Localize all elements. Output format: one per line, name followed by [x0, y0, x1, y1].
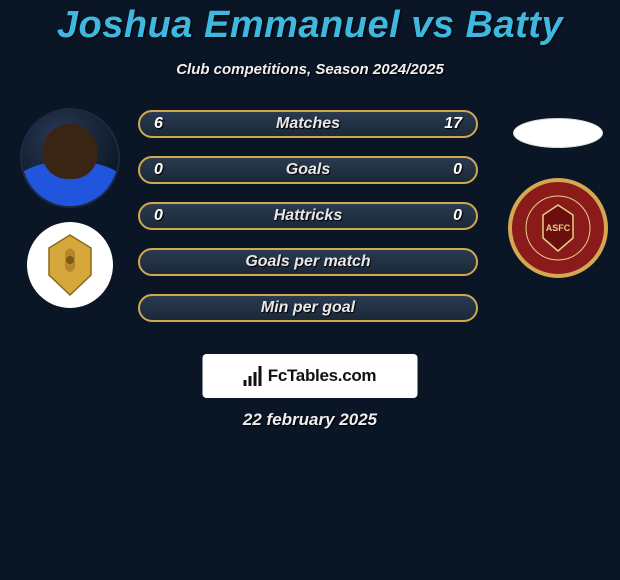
stat-right-value: 17 — [444, 115, 462, 133]
page-title: Joshua Emmanuel vs Batty — [0, 0, 620, 47]
stat-left-value: 0 — [154, 161, 163, 179]
stat-left-value: 0 — [154, 207, 163, 225]
stat-row-goals-per-match: Goals per match — [138, 248, 478, 276]
stat-label: Goals — [286, 161, 330, 179]
stat-row-goals: 0 Goals 0 — [138, 156, 478, 184]
bars-icon — [244, 366, 262, 386]
accrington-crest-icon: ASFC — [523, 193, 593, 263]
page-subtitle: Club competitions, Season 2024/2025 — [0, 61, 620, 78]
stat-row-matches: 6 Matches 17 — [138, 110, 478, 138]
stat-label: Goals per match — [245, 253, 370, 271]
source-badge: FcTables.com — [203, 354, 418, 398]
stat-label: Min per goal — [261, 299, 355, 317]
stat-row-hattricks: 0 Hattricks 0 — [138, 202, 478, 230]
svg-text:ASFC: ASFC — [546, 223, 571, 233]
right-player-avatar — [513, 118, 603, 148]
stat-label: Matches — [276, 115, 340, 133]
stat-label: Hattricks — [274, 207, 342, 225]
stat-right-value: 0 — [453, 207, 462, 225]
viking-crest-icon — [35, 230, 105, 300]
date-text: 22 february 2025 — [243, 410, 377, 430]
stat-right-value: 0 — [453, 161, 462, 179]
left-player-avatar — [20, 108, 120, 208]
right-club-crest: ASFC — [508, 178, 608, 278]
left-club-crest — [27, 222, 113, 308]
brand-text: FcTables.com — [268, 366, 377, 386]
left-player-column — [10, 108, 130, 308]
stat-rows: 6 Matches 17 0 Goals 0 0 Hattricks 0 Goa… — [138, 110, 478, 322]
stat-row-min-per-goal: Min per goal — [138, 294, 478, 322]
stat-left-value: 6 — [154, 115, 163, 133]
right-player-column: ASFC — [498, 108, 618, 278]
